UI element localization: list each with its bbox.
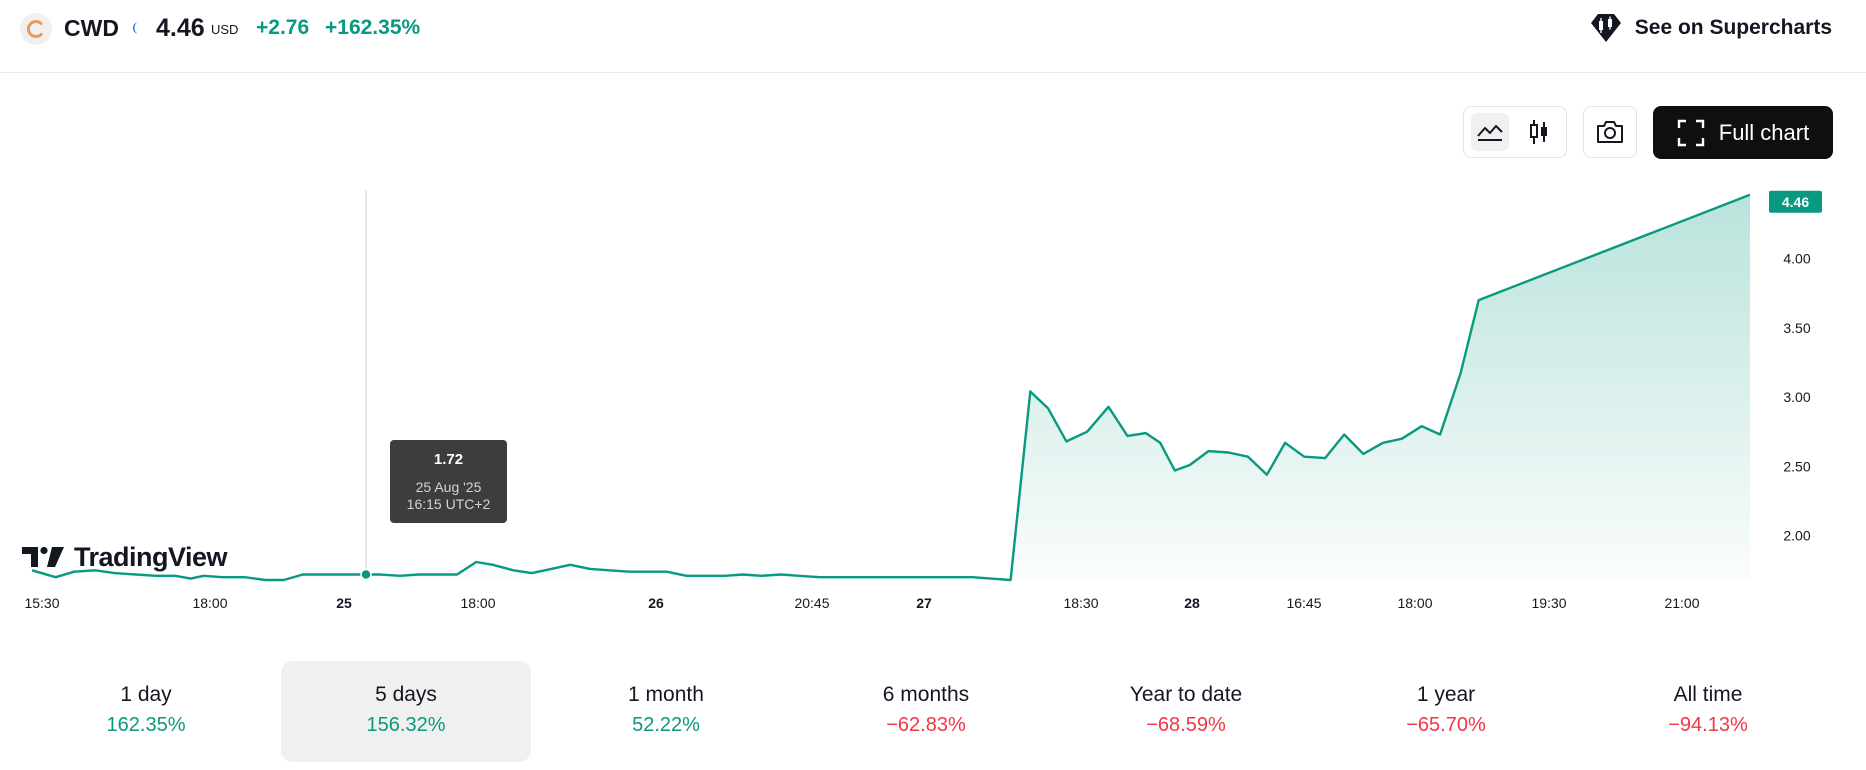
market-closed-moon-icon <box>133 22 139 34</box>
tradingview-watermark: TradingView <box>22 540 228 574</box>
price-area-fill <box>32 194 1750 581</box>
period-year-to-date[interactable]: Year to date −68.59% <box>1061 661 1311 762</box>
x-tick-label: 16:45 <box>1286 595 1321 611</box>
price-change-percent: +162.35% <box>325 16 421 39</box>
period-change: −94.13% <box>1668 714 1748 736</box>
screenshot-button[interactable] <box>1583 106 1637 158</box>
tradingview-logo-icon <box>22 546 64 567</box>
period-1-day[interactable]: 1 day 162.35% <box>21 661 271 762</box>
supercharts-icon <box>1590 14 1621 42</box>
performance-periods: 1 day 162.35% 5 days 156.32% 1 month 52.… <box>0 661 1866 762</box>
y-tick-label: 2.00 <box>1783 528 1810 544</box>
period-change: 156.32% <box>366 714 446 736</box>
crosshair-tooltip: 1.72 25 Aug '25 16:15 UTC+2 <box>390 440 507 523</box>
supercharts-label: See on Supercharts <box>1634 16 1832 39</box>
full-chart-button[interactable]: Full chart <box>1653 106 1833 159</box>
candles-icon <box>1530 120 1547 144</box>
x-tick-label: 18:00 <box>1397 595 1432 611</box>
period-change: −68.59% <box>1146 714 1226 736</box>
period-1-year[interactable]: 1 year −65.70% <box>1321 661 1571 762</box>
chart-style-toggle <box>1463 106 1567 158</box>
symbol-header: CWD 4.46 USD +2.76 +162.35% See on Super… <box>0 0 1866 73</box>
period-label: Year to date <box>1129 683 1243 706</box>
y-tick-label: 2.50 <box>1783 458 1810 474</box>
y-tick-label: 3.50 <box>1783 320 1810 336</box>
tooltip-time: 16:15 UTC+2 <box>406 496 491 512</box>
period-change: −65.70% <box>1406 714 1486 736</box>
period-label: 6 months <box>882 683 970 706</box>
area-chart-button[interactable] <box>1471 113 1509 151</box>
x-tick-label: 26 <box>648 595 664 611</box>
x-tick-label: 27 <box>916 595 932 611</box>
x-tick-label: 18:30 <box>1063 595 1098 611</box>
x-tick-label: 28 <box>1184 595 1200 611</box>
period-label: 1 year <box>1416 683 1476 706</box>
price-line <box>31 193 1751 582</box>
period-change: 162.35% <box>106 714 186 736</box>
last-price-badge-label: 4.46 <box>1782 194 1809 210</box>
x-tick-label: 18:00 <box>192 595 227 611</box>
see-on-supercharts-link[interactable]: See on Supercharts <box>1589 12 1832 44</box>
camera-icon <box>1597 121 1623 143</box>
period-label: 5 days <box>375 683 437 706</box>
price-change: +2.76 <box>256 16 310 39</box>
crosshair-point <box>360 568 372 581</box>
period-label: All time <box>1673 683 1743 706</box>
period-change: 52.22% <box>632 714 700 736</box>
x-tick-label: 25 <box>336 595 352 611</box>
period-1-month[interactable]: 1 month 52.22% <box>541 661 791 762</box>
tradingview-wordmark: TradingView <box>74 541 228 572</box>
period-change: −62.83% <box>886 714 966 736</box>
currency-code: USD <box>211 22 239 37</box>
area-chart-icon <box>1477 125 1503 141</box>
coin-logo-icon <box>20 13 52 45</box>
period-5-days[interactable]: 5 days 156.32% <box>281 661 531 762</box>
y-tick-label: 4.00 <box>1783 251 1810 267</box>
x-tick-label: 18:00 <box>460 595 495 611</box>
tooltip-value: 1.72 <box>433 451 464 468</box>
candles-button[interactable] <box>1520 113 1558 151</box>
last-price-badge <box>1769 190 1822 213</box>
full-chart-label: Full chart <box>1718 119 1810 145</box>
period-6-months[interactable]: 6 months −62.83% <box>801 661 1051 762</box>
fullscreen-icon <box>1677 119 1704 146</box>
x-tick-label: 20:45 <box>794 595 829 611</box>
x-tick-label: 21:00 <box>1664 595 1699 611</box>
x-tick-label: 15:30 <box>24 595 59 611</box>
last-price: 4.46 <box>156 14 205 42</box>
symbol-name[interactable]: CWD <box>64 15 119 41</box>
period-all-time[interactable]: All time −94.13% <box>1583 661 1833 762</box>
period-label: 1 day <box>120 683 172 706</box>
price-chart[interactable]: 15:30 18:00 25 18:00 26 20:45 27 18:30 28 16:45 18… <box>0 0 1866 640</box>
y-tick-label: 3.00 <box>1783 389 1810 405</box>
tooltip-date: 25 Aug '25 <box>415 479 482 495</box>
x-tick-label: 19:30 <box>1531 595 1566 611</box>
period-label: 1 month <box>628 683 704 706</box>
